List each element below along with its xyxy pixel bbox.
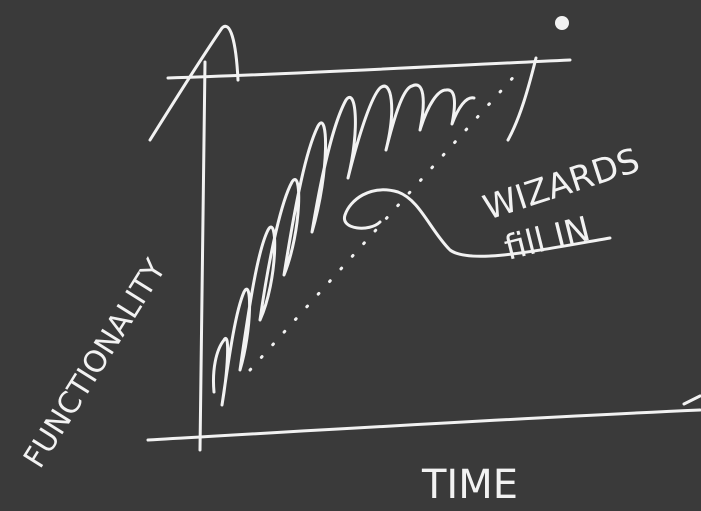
x-axis xyxy=(146,408,701,442)
top-limit-line xyxy=(166,58,572,80)
x-axis-arrowhead xyxy=(682,394,701,406)
trend-dotted-line xyxy=(248,70,520,372)
top-right-slant-line xyxy=(506,56,538,142)
ink-dot xyxy=(555,16,569,30)
oscillation-curve xyxy=(212,83,476,407)
y-axis xyxy=(198,60,207,452)
y-axis-arrowhead xyxy=(148,24,240,142)
annotation-pointer-curve xyxy=(343,188,612,258)
x-axis-label: TIME xyxy=(421,462,518,508)
